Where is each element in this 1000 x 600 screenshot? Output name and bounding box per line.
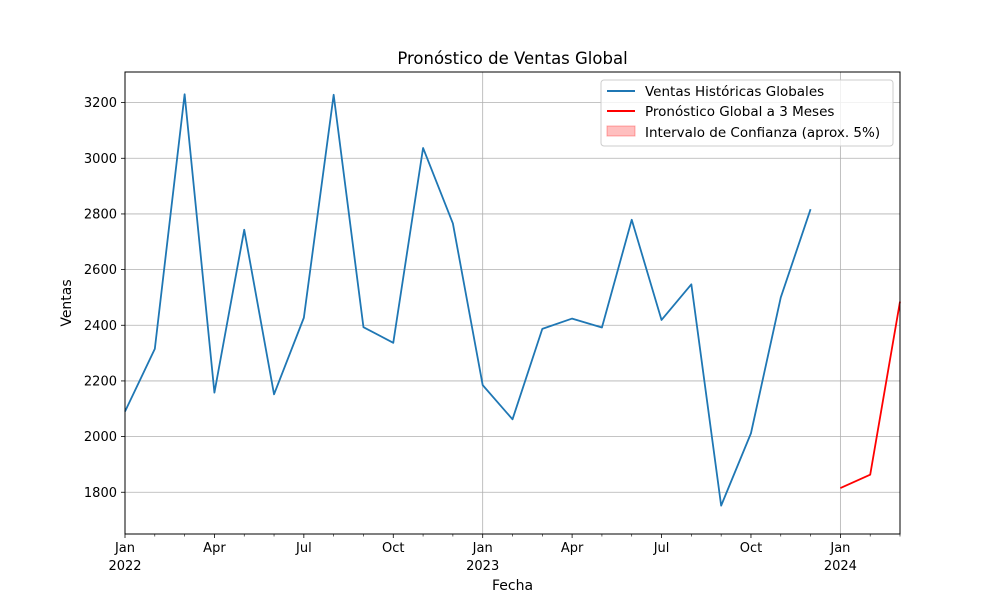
x-tick-label: Jan xyxy=(472,541,493,556)
legend-label-forecast: Pronóstico Global a 3 Meses xyxy=(645,104,834,120)
x-axis: Jan 2022 Apr Jul Oct Jan 2023 Apr Jul Oct Jan 2024 xyxy=(108,534,901,574)
y-axis-label: Ventas xyxy=(59,279,75,326)
y-tick-label: 2600 xyxy=(84,263,117,278)
x-tick-year-label: 2022 xyxy=(108,559,141,574)
x-axis-label: Fecha xyxy=(492,578,533,594)
x-tick-label: Oct xyxy=(740,541,762,556)
x-tick-label: Apr xyxy=(203,541,226,556)
legend: Ventas Históricas Globales Pronóstico Gl… xyxy=(600,79,894,147)
series-layer xyxy=(124,93,901,507)
legend-label-confidence: Intervalo de Confianza (aprox. 5%) xyxy=(645,125,880,141)
x-tick-label: Jan xyxy=(829,541,850,556)
x-tick-label: Oct xyxy=(382,541,404,556)
y-tick-label: 3000 xyxy=(84,152,117,167)
x-tick-label: Jan xyxy=(114,541,135,556)
y-tick-label: 2800 xyxy=(84,207,117,222)
x-tick-label: Jul xyxy=(653,541,670,556)
chart-title: Pronóstico de Ventas Global xyxy=(397,49,627,68)
series-line xyxy=(840,301,901,489)
y-tick-label: 2400 xyxy=(84,319,117,334)
x-tick-year-label: 2023 xyxy=(466,559,499,574)
legend-swatch-confidence xyxy=(606,125,636,137)
y-tick-label: 3200 xyxy=(84,96,117,111)
x-tick-year-label: 2024 xyxy=(824,559,857,574)
legend-box xyxy=(600,79,894,147)
series-line xyxy=(124,93,812,507)
grid-layer xyxy=(125,72,900,534)
y-tick-label: 2000 xyxy=(84,430,117,445)
x-tick-label: Apr xyxy=(561,541,584,556)
x-tick-label: Jul xyxy=(295,541,312,556)
legend-label-historical: Ventas Históricas Globales xyxy=(645,84,824,100)
y-tick-label: 1800 xyxy=(84,486,117,501)
y-axis: 1800 2000 2200 2400 2600 2800 3000 3200 xyxy=(84,96,125,501)
y-tick-label: 2200 xyxy=(84,374,117,389)
